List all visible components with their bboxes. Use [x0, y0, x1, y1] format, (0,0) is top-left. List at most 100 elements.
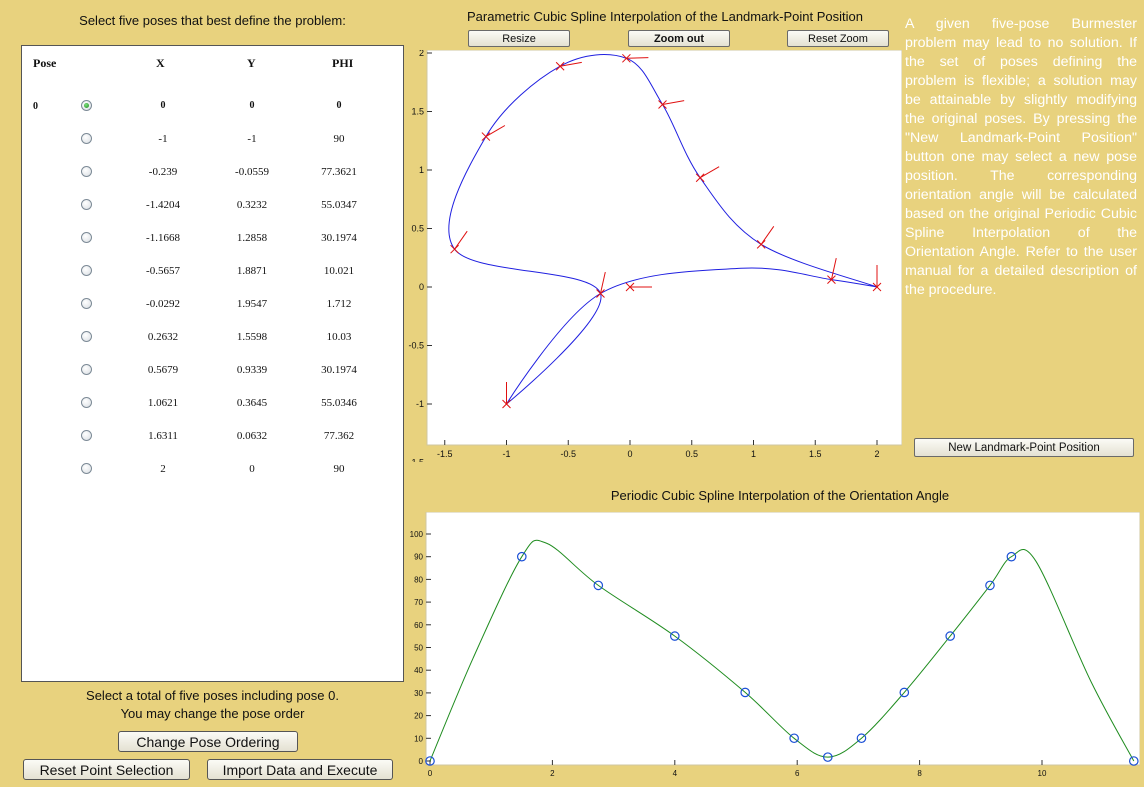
- y-tick-label: 60: [414, 621, 423, 630]
- angle-plot-title: Periodic Cubic Spline Interpolation of t…: [610, 488, 950, 503]
- pose-radio[interactable]: [81, 463, 92, 474]
- x-tick-label: 6: [795, 769, 800, 778]
- angle-data-point: [985, 580, 995, 591]
- y-tick-label: 1.5: [411, 107, 424, 117]
- pose-y: 0: [249, 463, 255, 475]
- pose-row: -0.5657 1.8871 10.021: [22, 261, 403, 293]
- hint-line-1: Select a total of five poses including p…: [86, 688, 339, 703]
- pose-y: 1.2858: [236, 232, 268, 244]
- pose-y: 0.0632: [236, 430, 268, 442]
- pose-radio[interactable]: [81, 430, 92, 441]
- pose-marker: [450, 244, 459, 254]
- pose-marker: [658, 100, 667, 109]
- x-tick-label: -1.5: [437, 449, 453, 459]
- reset-point-selection-button[interactable]: Reset Point Selection: [23, 759, 190, 780]
- pose-marker: [756, 239, 766, 249]
- header-y: Y: [247, 56, 256, 70]
- pose-phi: 10.03: [326, 331, 352, 343]
- pose-row: 0 0 0 0: [22, 96, 403, 128]
- change-pose-ordering-button[interactable]: Change Pose Ordering: [118, 731, 298, 752]
- x-tick-label: -0.5: [560, 449, 576, 459]
- pose-phi: 90: [333, 463, 345, 475]
- angle-data-point: [856, 733, 867, 744]
- pose-radio[interactable]: [81, 397, 92, 408]
- pose-row: -0.0292 1.9547 1.712: [22, 294, 403, 326]
- pose-marker: [695, 173, 705, 183]
- x-tick-label: 0.5: [685, 449, 698, 459]
- y-tick-label: 50: [414, 644, 423, 653]
- pose-radio[interactable]: [81, 133, 92, 144]
- pose-x: 0: [160, 100, 166, 111]
- pose-x: 0.2632: [147, 331, 179, 343]
- pose-y: 1.9547: [236, 298, 268, 310]
- pose-phi: 30.1974: [321, 364, 357, 376]
- pose-radio[interactable]: [81, 166, 92, 177]
- orientation-line: [699, 166, 720, 179]
- orientation-line: [760, 226, 775, 245]
- x-tick-label: 0: [428, 769, 433, 778]
- import-data-execute-button[interactable]: Import Data and Execute: [207, 759, 393, 780]
- header-x: X: [156, 56, 165, 70]
- pose-phi: 90: [333, 133, 345, 145]
- pose-phi: 77.3621: [321, 166, 357, 178]
- pose-x: 1.0621: [147, 397, 179, 409]
- pose-x: -1: [158, 133, 168, 145]
- y-tick-label: 0: [419, 757, 424, 766]
- new-landmark-point-button[interactable]: New Landmark-Point Position: [914, 438, 1134, 457]
- pose-radio[interactable]: [81, 331, 92, 342]
- x-tick-label: 2: [550, 769, 555, 778]
- description-text: A given five-pose Burmester problem may …: [905, 16, 1137, 298]
- pose-selection-title: Select five poses that best define the p…: [79, 13, 346, 28]
- pose-x: -0.5657: [146, 265, 180, 277]
- y-tick-label: 2: [419, 50, 424, 58]
- pose-y: 1.8871: [236, 265, 268, 277]
- header-pose: Pose: [33, 56, 57, 70]
- orientation-line: [830, 258, 837, 280]
- y-tick-label: 0.5: [411, 224, 424, 234]
- orientation-line: [662, 100, 685, 105]
- pose-y: 1.5598: [236, 331, 268, 343]
- angle-data-point: [789, 733, 799, 744]
- pose-radio[interactable]: [81, 100, 92, 111]
- pose-y: -0.0559: [235, 166, 269, 178]
- pose-phi: 30.1974: [321, 232, 357, 244]
- angle-data-point: [425, 756, 435, 766]
- pose-radio[interactable]: [81, 265, 92, 276]
- angle-data-point: [945, 631, 955, 641]
- y-tick-label: -1: [416, 399, 424, 409]
- pose-phi: 1.712: [326, 298, 352, 310]
- y-tick-label: 100: [410, 530, 424, 539]
- y-tick-label: -1.5: [408, 458, 424, 463]
- position-plot-area: [426, 50, 902, 446]
- pose-table: Pose X Y PHI 0 0 0 0 -1 -1 90 -0.239 -0.0559 77.3…: [21, 45, 404, 682]
- hint-line-2: You may change the pose order: [120, 706, 305, 721]
- reset-zoom-button[interactable]: Reset Zoom: [787, 30, 889, 47]
- y-tick-label: 40: [414, 666, 423, 675]
- pose-row: -0.239 -0.0559 77.3621: [22, 162, 403, 194]
- pose-phi: 10.021: [323, 265, 355, 277]
- angle-data-point: [593, 580, 604, 591]
- pose-radio[interactable]: [81, 232, 92, 243]
- pose-row: -1.4204 0.3232 55.0347: [22, 195, 403, 227]
- x-tick-label: 10: [1038, 769, 1047, 778]
- zoom-out-button[interactable]: Zoom out: [628, 30, 730, 47]
- pose-row: 0.5679 0.9339 30.1974: [22, 360, 403, 392]
- orientation-line: [485, 125, 506, 137]
- pose-y: 0: [249, 100, 255, 111]
- angle-plot-area: [425, 512, 1140, 766]
- x-tick-label: 2: [874, 449, 879, 459]
- resize-button[interactable]: Resize: [468, 30, 570, 47]
- header-phi: PHI: [332, 56, 354, 70]
- pose-phi: 55.0347: [321, 199, 357, 211]
- pose-radio[interactable]: [81, 199, 92, 210]
- y-tick-label: 10: [414, 734, 423, 743]
- pose-x: -0.0292: [146, 298, 180, 310]
- position-plot[interactable]: -1.5 -1 -0.5 0 0.5 1 1.5 2 -1.5 -1 -0.5 0 0.5 1 1.5 2: [400, 50, 902, 462]
- orientation-line: [599, 271, 606, 294]
- y-tick-label: 80: [414, 575, 423, 584]
- pose-row: -1.1668 1.2858 30.1974: [22, 228, 403, 260]
- pose-radio[interactable]: [81, 298, 92, 309]
- pose-radio[interactable]: [81, 364, 92, 375]
- position-plot-title: Parametric Cubic Spline Interpolation of…: [467, 9, 863, 24]
